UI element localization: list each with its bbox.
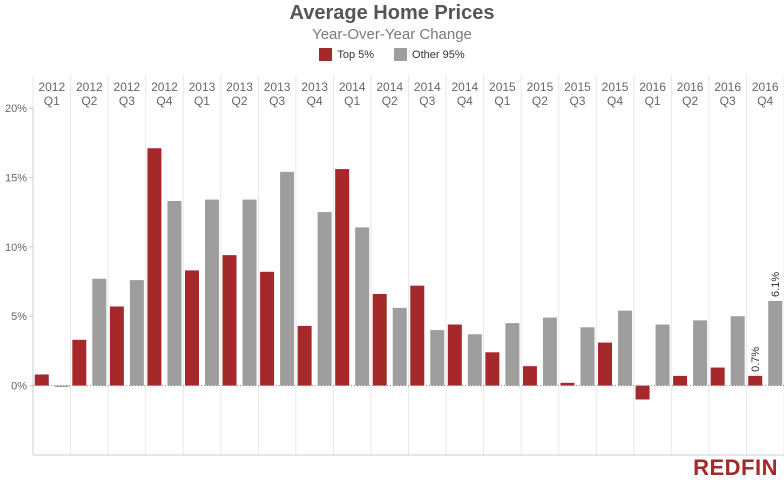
bar-top5	[34, 374, 49, 386]
x-tick-label-quarter: Q1	[645, 94, 661, 108]
x-tick-label-year: 2012	[38, 80, 65, 94]
bar-top5	[147, 148, 162, 386]
x-tick-label-quarter: Q4	[156, 94, 172, 108]
bar-other95	[129, 280, 144, 386]
bar-other95	[392, 307, 407, 386]
bar-other95	[580, 327, 595, 386]
bar-top5	[184, 270, 199, 386]
y-tick-label: 20%	[5, 103, 27, 115]
x-tick-label-year: 2012	[114, 80, 141, 94]
bar-top5	[485, 352, 500, 386]
bar-top5	[260, 271, 275, 386]
bar-other95	[655, 324, 670, 386]
legend-swatch-other95	[394, 48, 408, 61]
bar-top5	[297, 325, 312, 386]
x-tick-label-quarter: Q3	[419, 94, 435, 108]
legend-label-other95: Other 95%	[412, 48, 465, 61]
x-tick-label-year: 2015	[489, 80, 516, 94]
x-tick-label-quarter: Q1	[194, 94, 210, 108]
x-tick-label-year: 2016	[714, 80, 741, 94]
bar-top5	[673, 375, 688, 386]
bar-other95	[768, 300, 783, 386]
x-tick-label-quarter: Q3	[269, 94, 285, 108]
bar-other95	[167, 200, 182, 386]
data-label-other95-last: 6.1%	[770, 272, 782, 297]
y-tick-label: 0%	[11, 381, 27, 393]
x-tick-label-quarter: Q3	[569, 94, 585, 108]
bar-top5	[560, 382, 575, 386]
bar-other95	[242, 199, 257, 386]
x-tick-label-year: 2012	[76, 80, 103, 94]
bar-other95	[92, 278, 107, 386]
bar-top5	[410, 285, 425, 386]
bar-top5	[372, 293, 387, 386]
bar-top5	[748, 375, 763, 386]
x-tick-label-year: 2013	[189, 80, 216, 94]
x-tick-label-quarter: Q4	[607, 94, 623, 108]
x-tick-label-quarter: Q4	[457, 94, 473, 108]
x-tick-label-quarter: Q1	[494, 94, 510, 108]
y-tick-label: 5%	[11, 311, 27, 323]
bar-top5	[522, 366, 537, 386]
x-tick-label-quarter: Q4	[757, 94, 773, 108]
bar-other95	[618, 310, 633, 386]
x-tick-label-quarter: Q2	[532, 94, 548, 108]
x-tick-label-year: 2014	[339, 80, 366, 94]
y-tick-label: 15%	[5, 172, 27, 184]
legend-item-top5[interactable]: Top 5%	[319, 48, 374, 61]
chart-subtitle: Year-Over-Year Change	[312, 26, 472, 43]
bar-other95	[467, 334, 482, 386]
bar-other95	[317, 212, 332, 386]
x-tick-label-year: 2014	[376, 80, 403, 94]
x-tick-label-year: 2012	[151, 80, 178, 94]
x-tick-label-year: 2016	[677, 80, 704, 94]
bar-other95	[730, 316, 745, 386]
bar-other95	[280, 171, 295, 386]
bar-top5	[447, 324, 462, 386]
bar-other95	[430, 330, 445, 386]
x-tick-label-quarter: Q2	[382, 94, 398, 108]
bar-top5	[335, 169, 350, 386]
redfin-logo: REDFIN	[693, 455, 778, 480]
x-tick-label-year: 2015	[602, 80, 629, 94]
legend-label-top5: Top 5%	[337, 48, 375, 61]
x-tick-label-quarter: Q1	[44, 94, 60, 108]
bar-other95	[355, 227, 370, 386]
x-tick-label-quarter: Q1	[344, 94, 360, 108]
bar-top5	[222, 255, 237, 386]
bar-top5	[710, 367, 725, 386]
chart-title: Average Home Prices	[289, 2, 495, 24]
x-tick-label-year: 2013	[264, 80, 291, 94]
legend-item-other95[interactable]: Other 95%	[394, 48, 465, 61]
bar-top5	[598, 342, 613, 386]
x-tick-label-year: 2016	[639, 80, 666, 94]
x-tick-label-year: 2013	[301, 80, 328, 94]
x-tick-label-year: 2016	[752, 80, 779, 94]
bar-other95	[693, 320, 708, 386]
x-tick-label-year: 2015	[527, 80, 554, 94]
data-label-top5-last: 0.7%	[750, 347, 762, 372]
bar-other95	[204, 199, 219, 386]
legend: Top 5% Other 95%	[0, 48, 784, 61]
bar-other95	[505, 323, 520, 386]
bar-top5	[72, 339, 87, 386]
x-tick-label-quarter: Q3	[119, 94, 135, 108]
x-tick-label-year: 2014	[414, 80, 441, 94]
bar-top5	[109, 306, 124, 386]
x-tick-label-year: 2013	[226, 80, 253, 94]
x-tick-label-quarter: Q3	[720, 94, 736, 108]
x-tick-label-quarter: Q2	[682, 94, 698, 108]
x-tick-label-year: 2014	[451, 80, 478, 94]
x-tick-label-year: 2015	[564, 80, 591, 94]
bar-other95	[542, 317, 557, 386]
bar-other95	[54, 385, 69, 387]
x-tick-label-quarter: Q2	[81, 94, 97, 108]
y-tick-label: 10%	[5, 242, 27, 254]
legend-swatch-top5	[319, 48, 333, 61]
x-tick-label-quarter: Q2	[232, 94, 248, 108]
bar-top5	[635, 385, 650, 400]
x-tick-label-quarter: Q4	[307, 94, 323, 108]
